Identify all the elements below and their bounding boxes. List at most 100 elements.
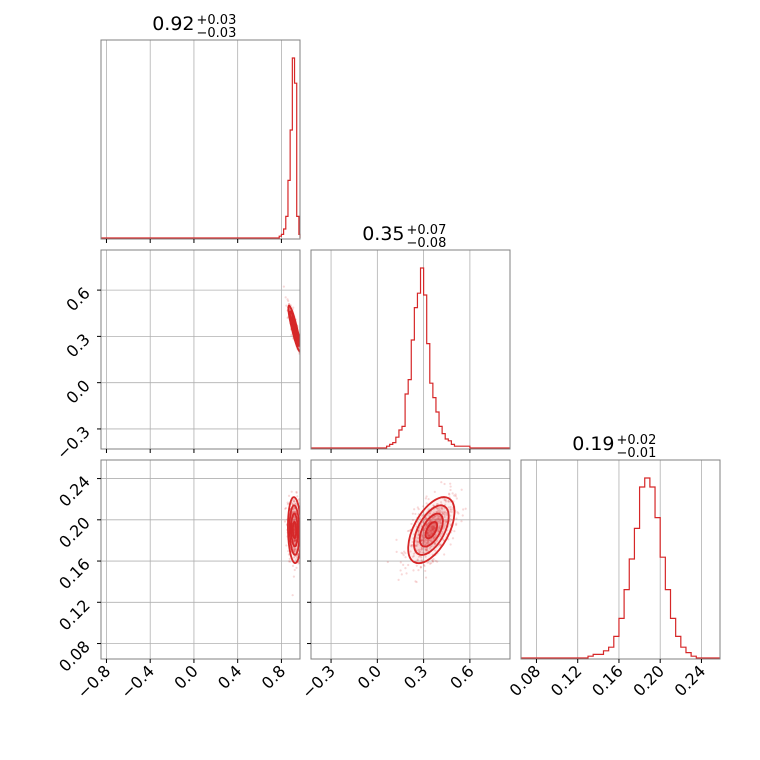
sample-point <box>433 526 437 530</box>
sample-point <box>287 494 291 497</box>
sample-point <box>421 521 425 524</box>
sample-point <box>439 544 442 547</box>
sample-point <box>431 516 434 519</box>
sample-point <box>432 525 436 529</box>
sample-point <box>435 517 438 521</box>
sample-point <box>422 563 426 566</box>
sample-point <box>430 525 433 528</box>
sample-point <box>402 554 405 557</box>
sample-point <box>425 541 429 545</box>
sample-point <box>440 507 444 510</box>
sample-point <box>423 519 426 523</box>
sample-point <box>436 560 439 563</box>
x-axis-0-0 <box>105 239 282 243</box>
sample-point <box>435 507 439 510</box>
sample-point <box>426 542 429 545</box>
sample-point <box>428 534 432 537</box>
sample-point <box>429 519 433 522</box>
sample-point <box>437 514 440 517</box>
sample-point <box>433 490 436 493</box>
sample-point <box>439 524 442 528</box>
sample-point <box>433 527 436 531</box>
sample-point <box>417 555 420 558</box>
sample-point <box>447 500 450 503</box>
sample-point <box>429 533 432 536</box>
sample-point <box>436 507 439 510</box>
sample-point <box>427 538 430 542</box>
sample-point <box>430 532 433 535</box>
sample-point <box>293 550 296 553</box>
sample-point <box>422 542 425 545</box>
sample-point <box>293 518 296 521</box>
sample-point <box>429 526 432 529</box>
sample-point <box>415 541 418 544</box>
sample-point <box>455 497 458 500</box>
sample-point <box>302 366 304 368</box>
sample-point <box>437 529 440 532</box>
sample-point <box>428 535 431 538</box>
y-axis-1-0: −0.3 0.0 0.3 0.6 <box>53 284 101 463</box>
sample-point <box>301 527 303 529</box>
sample-point <box>294 539 297 542</box>
sample-point <box>422 539 425 542</box>
sample-point <box>431 528 434 531</box>
sample-point <box>415 580 418 584</box>
sample-point <box>304 521 306 523</box>
panel-title-plus: +0.07 <box>407 223 447 238</box>
density-contour <box>424 520 439 540</box>
sample-point <box>293 555 296 558</box>
sample-point <box>412 569 415 572</box>
x-tick-label: 0.3 <box>400 661 431 692</box>
sample-point <box>445 519 448 523</box>
sample-point <box>286 298 289 301</box>
sample-point <box>436 529 439 533</box>
sample-point <box>294 539 297 542</box>
sample-point <box>429 562 432 565</box>
x-tick-label: 0.4 <box>214 661 245 692</box>
y-tick-label: 0.20 <box>55 513 94 552</box>
sample-point <box>439 522 442 525</box>
sample-point <box>444 524 447 527</box>
panel-title-plus: +0.02 <box>617 433 657 448</box>
sample-point <box>424 497 427 500</box>
sample-point <box>399 569 402 572</box>
sample-point <box>449 507 452 510</box>
sample-point <box>292 540 296 543</box>
sample-point <box>297 562 300 565</box>
sample-point <box>431 516 434 520</box>
sample-point <box>427 508 430 511</box>
sample-point <box>426 533 429 536</box>
sample-point <box>293 539 296 543</box>
sample-point <box>460 520 463 523</box>
sample-point <box>450 510 453 514</box>
x-tick-label: 0.0 <box>170 661 201 692</box>
sample-point <box>421 535 424 538</box>
sample-point <box>424 518 427 521</box>
sample-point <box>439 501 443 504</box>
sample-point <box>434 542 437 545</box>
sample-point <box>293 507 296 510</box>
sample-point <box>444 520 448 523</box>
sample-point <box>301 531 303 533</box>
sample-point <box>434 514 437 518</box>
sample-point <box>432 526 435 529</box>
sample-point <box>294 548 297 551</box>
y-tick-label: 0.24 <box>55 472 94 511</box>
sample-point <box>435 503 439 506</box>
sample-point <box>416 506 419 509</box>
sample-point <box>428 547 431 550</box>
sample-point <box>419 550 422 553</box>
sample-point <box>408 529 411 532</box>
sample-point <box>292 500 296 503</box>
sample-point <box>427 535 430 538</box>
posterior-region <box>283 490 306 597</box>
sample-point <box>427 533 430 536</box>
sample-point <box>428 531 431 534</box>
sample-point <box>421 542 424 545</box>
sample-point <box>443 512 446 515</box>
sample-point <box>292 556 295 559</box>
sample-point <box>407 563 410 567</box>
sample-point <box>422 537 425 540</box>
sample-point <box>420 548 423 551</box>
sample-point <box>399 561 402 564</box>
